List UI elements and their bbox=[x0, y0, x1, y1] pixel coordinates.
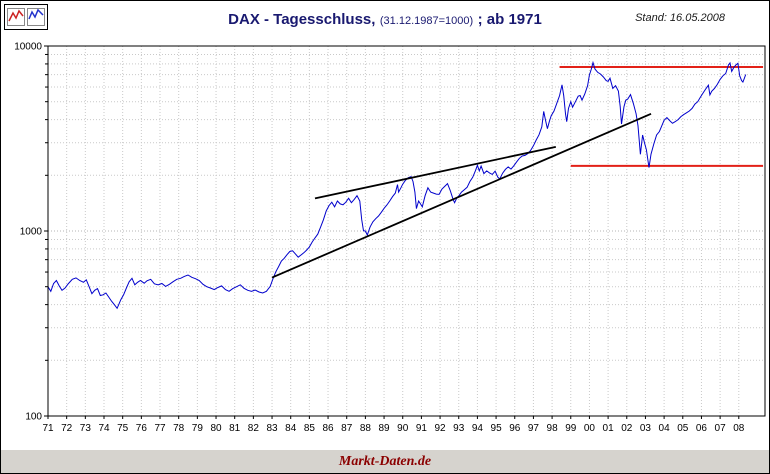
svg-text:92: 92 bbox=[435, 423, 447, 434]
svg-text:81: 81 bbox=[229, 423, 241, 434]
svg-text:87: 87 bbox=[341, 423, 353, 434]
svg-text:73: 73 bbox=[80, 423, 92, 434]
chart-title-paren: (31.12.1987=1000) bbox=[379, 15, 474, 27]
svg-text:97: 97 bbox=[528, 423, 540, 434]
svg-text:03: 03 bbox=[640, 423, 652, 434]
svg-text:02: 02 bbox=[621, 423, 633, 434]
svg-text:91: 91 bbox=[416, 423, 428, 434]
svg-text:71: 71 bbox=[42, 423, 54, 434]
svg-text:95: 95 bbox=[491, 423, 503, 434]
svg-text:88: 88 bbox=[360, 423, 372, 434]
svg-text:80: 80 bbox=[210, 423, 222, 434]
svg-text:74: 74 bbox=[98, 423, 110, 434]
svg-text:00: 00 bbox=[584, 423, 596, 434]
svg-text:90: 90 bbox=[397, 423, 409, 434]
svg-text:10000: 10000 bbox=[14, 42, 42, 53]
svg-text:100: 100 bbox=[25, 412, 42, 423]
svg-text:75: 75 bbox=[117, 423, 129, 434]
svg-text:04: 04 bbox=[659, 423, 671, 434]
brand: Markt-Daten.de bbox=[338, 454, 432, 469]
svg-text:06: 06 bbox=[696, 423, 708, 434]
dax-line-chart: 71 72 73 74 75 76 77 78 79 80 81 82 83 84 85 86 87 88 89 90… bbox=[14, 42, 766, 434]
svg-text:84: 84 bbox=[285, 423, 297, 434]
svg-text:82: 82 bbox=[248, 423, 260, 434]
svg-text:83: 83 bbox=[266, 423, 278, 434]
svg-text:89: 89 bbox=[378, 423, 390, 434]
svg-text:93: 93 bbox=[453, 423, 465, 434]
svg-text:08: 08 bbox=[733, 423, 745, 434]
svg-text:79: 79 bbox=[192, 423, 204, 434]
logo-icon bbox=[4, 4, 48, 30]
chart-title-main: DAX - Tagesschluss, bbox=[228, 11, 376, 28]
svg-text:86: 86 bbox=[322, 423, 334, 434]
svg-text:05: 05 bbox=[677, 423, 689, 434]
stand-date: Stand: 16.05.2008 bbox=[635, 12, 725, 24]
svg-text:07: 07 bbox=[715, 423, 727, 434]
footer-bar: Markt-Daten.de bbox=[1, 450, 769, 473]
svg-text:1000: 1000 bbox=[20, 227, 43, 238]
svg-text:96: 96 bbox=[509, 423, 521, 434]
svg-text:77: 77 bbox=[154, 423, 166, 434]
svg-text:94: 94 bbox=[472, 423, 484, 434]
svg-text:98: 98 bbox=[547, 423, 559, 434]
svg-text:76: 76 bbox=[136, 423, 148, 434]
svg-text:85: 85 bbox=[304, 423, 316, 434]
svg-text:99: 99 bbox=[565, 423, 577, 434]
chart-title-suffix: ; ab 1971 bbox=[477, 11, 542, 28]
svg-text:01: 01 bbox=[603, 423, 615, 434]
svg-text:78: 78 bbox=[173, 423, 185, 434]
svg-text:72: 72 bbox=[61, 423, 73, 434]
page-title: DAX - Tagesschluss, (31.12.1987=1000) ; … bbox=[1, 11, 769, 29]
